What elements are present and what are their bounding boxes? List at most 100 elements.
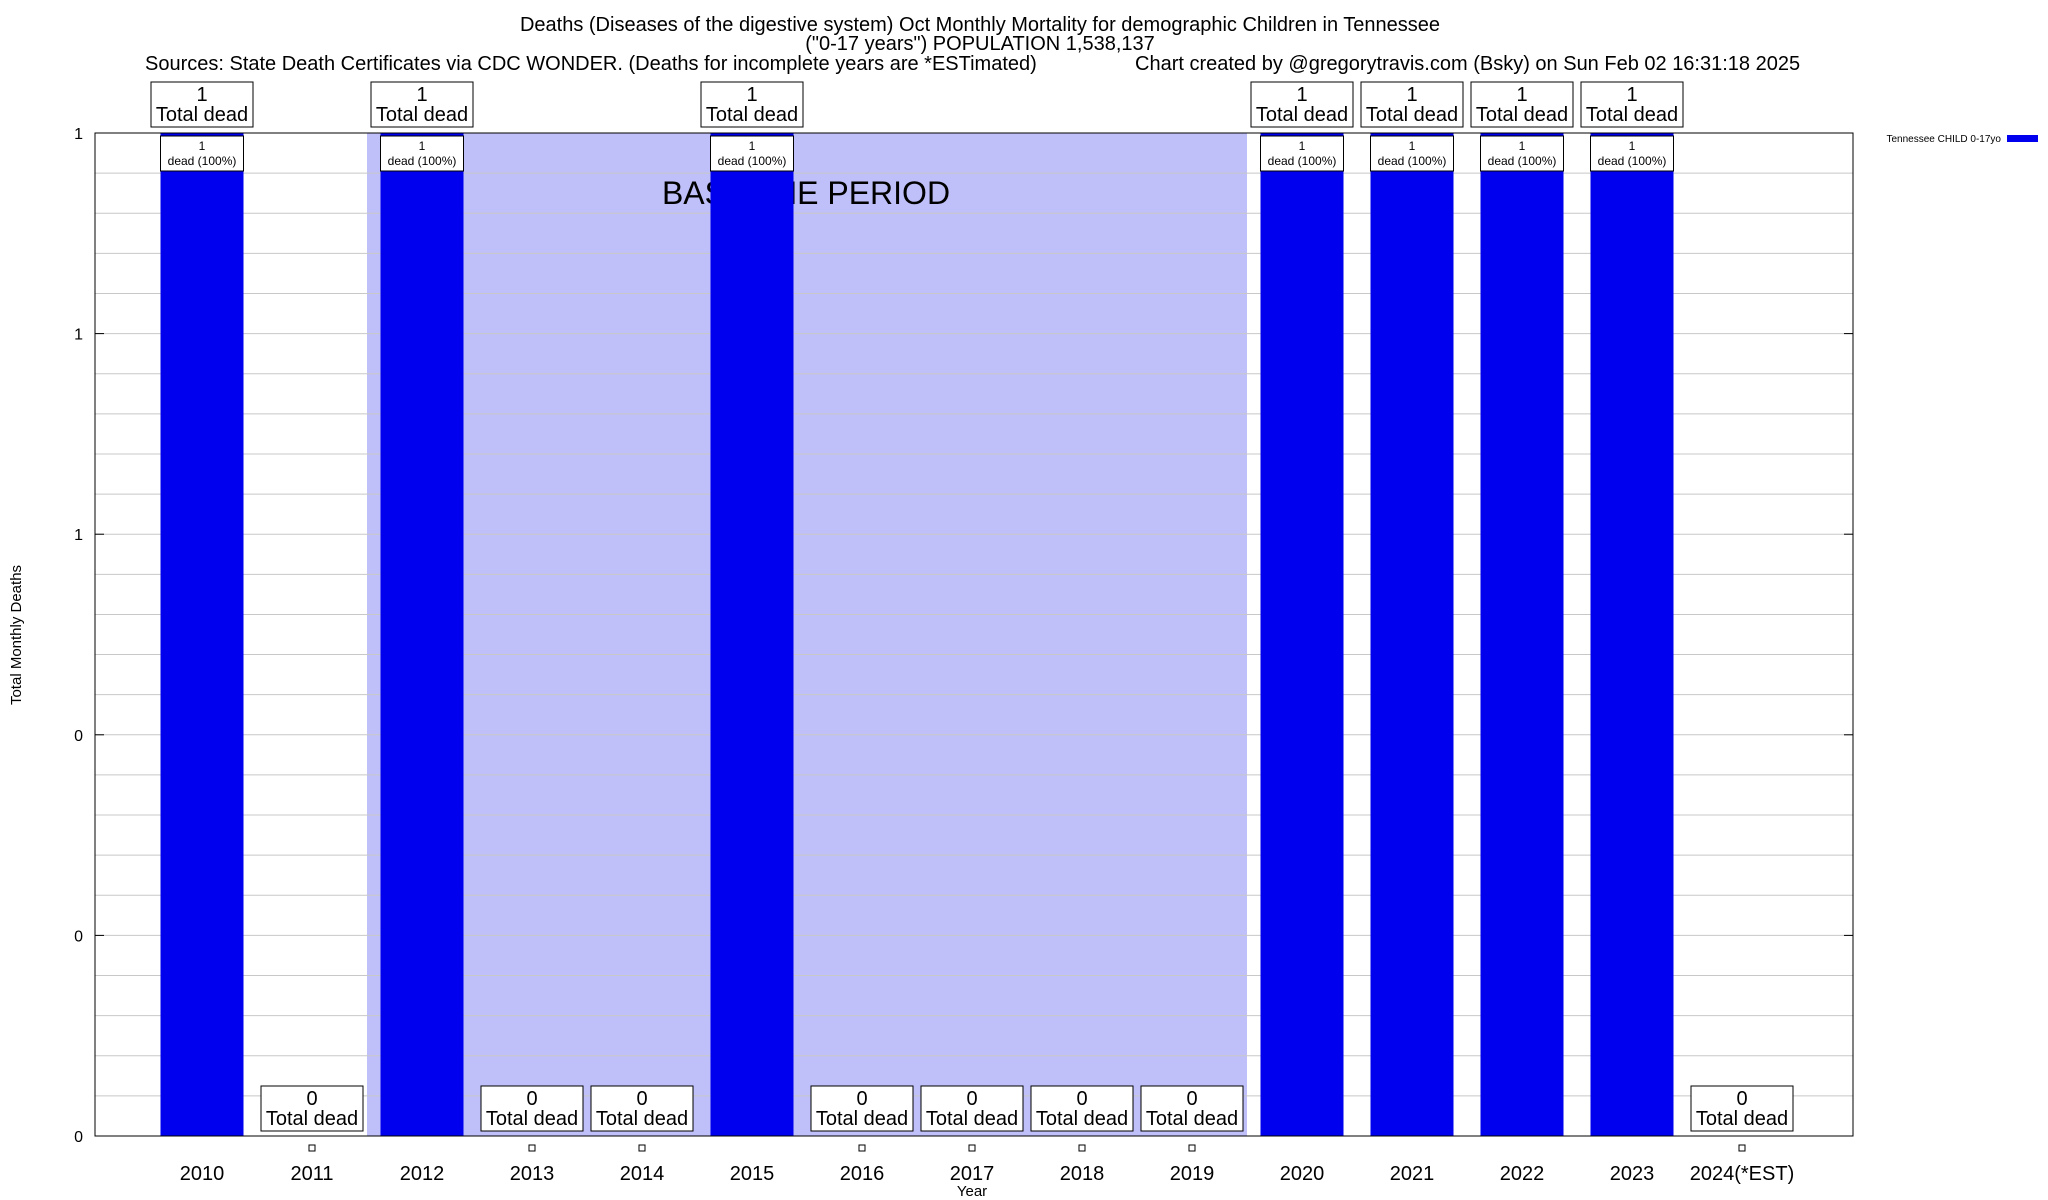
baseline-period-label: BASELINE PERIOD: [662, 175, 950, 211]
x-tick-label: 2013: [510, 1163, 555, 1185]
inner-percent-label: dead (100%): [1378, 154, 1447, 168]
zero-total-label: Total dead: [596, 1108, 688, 1130]
zero-label-box: [480, 1085, 584, 1132]
zero-label-box: [1690, 1085, 1794, 1132]
y-tick-label: 0: [74, 1129, 83, 1146]
top-total-label: Total dead: [1476, 104, 1568, 126]
x-tick-label: 2018: [1060, 1163, 1105, 1185]
inner-percent-label: dead (100%): [1598, 154, 1667, 168]
zero-marker: [968, 1144, 976, 1152]
y-tick-label: 0: [74, 728, 83, 745]
inner-percent-label: dead (100%): [718, 154, 787, 168]
top-label-box: [1470, 81, 1574, 128]
x-tick-label: 2021: [1390, 1163, 1435, 1185]
zero-value-label: 0: [306, 1088, 317, 1110]
inner-value-label: 1: [1299, 139, 1306, 153]
chart-credit: Chart created by @gregorytravis.com (Bsk…: [1135, 53, 1801, 75]
x-axis-label: Year: [957, 1183, 987, 1200]
zero-marker: [528, 1144, 536, 1152]
zero-value-label: 0: [966, 1088, 977, 1110]
top-total-label: Total dead: [376, 104, 468, 126]
zero-total-label: Total dead: [1036, 1108, 1128, 1130]
zero-marker: [858, 1144, 866, 1152]
top-value-label: 1: [416, 84, 427, 106]
y-tick-label: 1: [74, 126, 83, 143]
zero-total-label: Total dead: [1696, 1108, 1788, 1130]
x-tick-label: 2012: [400, 1163, 445, 1185]
x-tick-label: 2016: [840, 1163, 885, 1185]
inner-value-label: 1: [1519, 139, 1526, 153]
y-tick-label: 1: [74, 527, 83, 544]
y-tick-label: 1: [74, 327, 83, 344]
inner-label-box: [710, 135, 794, 172]
inner-label-box: [160, 135, 244, 172]
bar: [1260, 133, 1344, 1136]
zero-marker: [1078, 1144, 1086, 1152]
x-tick-label: 2023: [1610, 1163, 1655, 1185]
baseline-period-shade: [367, 133, 1247, 1136]
chart-subtitle: ("0-17 years") POPULATION 1,538,137: [805, 33, 1155, 55]
bar: [1590, 133, 1674, 1136]
zero-total-label: Total dead: [266, 1108, 358, 1130]
inner-label-box: [1590, 135, 1674, 172]
legend-label: Tennessee CHILD 0-17yo: [1886, 134, 2001, 145]
inner-value-label: 1: [1629, 139, 1636, 153]
top-label-box: [700, 81, 804, 128]
inner-label-box: [1480, 135, 1564, 172]
x-tick-label: 2017: [950, 1163, 995, 1185]
chart-title: Deaths (Diseases of the digestive system…: [519, 14, 1441, 36]
top-total-label: Total dead: [1256, 104, 1348, 126]
zero-total-label: Total dead: [816, 1108, 908, 1130]
top-label-box: [1580, 81, 1684, 128]
zero-marker: [638, 1144, 646, 1152]
top-total-label: Total dead: [1586, 104, 1678, 126]
x-tick-label: 2019: [1170, 1163, 1215, 1185]
x-tick-label: 2020: [1280, 1163, 1325, 1185]
zero-label-box: [920, 1085, 1024, 1132]
zero-marker: [1738, 1144, 1746, 1152]
zero-value-label: 0: [856, 1088, 867, 1110]
inner-label-box: [1370, 135, 1454, 172]
top-label-box: [1250, 81, 1354, 128]
y-axis-label: Total Monthly Deaths: [8, 565, 25, 705]
x-tick-label: 2024(*EST): [1690, 1163, 1795, 1185]
inner-label-box: [380, 135, 464, 172]
inner-value-label: 1: [1409, 139, 1416, 153]
inner-percent-label: dead (100%): [1488, 154, 1557, 168]
zero-value-label: 0: [526, 1088, 537, 1110]
inner-percent-label: dead (100%): [388, 154, 457, 168]
y-tick-label: 0: [74, 928, 83, 945]
top-total-label: Total dead: [156, 104, 248, 126]
zero-label-box: [590, 1085, 694, 1132]
legend-swatch: [2007, 135, 2038, 142]
x-tick-label: 2022: [1500, 1163, 1545, 1185]
zero-total-label: Total dead: [486, 1108, 578, 1130]
top-label-box: [1360, 81, 1464, 128]
zero-marker: [308, 1144, 316, 1152]
x-tick-label: 2010: [180, 1163, 225, 1185]
top-value-label: 1: [1406, 84, 1417, 106]
bar: [1370, 133, 1454, 1136]
x-tick-label: 2011: [290, 1163, 333, 1185]
zero-label-box: [810, 1085, 914, 1132]
x-tick-label: 2015: [730, 1163, 775, 1185]
x-tick-label: 2014: [620, 1163, 665, 1185]
zero-value-label: 0: [1186, 1088, 1197, 1110]
inner-percent-label: dead (100%): [1268, 154, 1337, 168]
inner-percent-label: dead (100%): [168, 154, 237, 168]
bar: [160, 133, 244, 1136]
zero-total-label: Total dead: [926, 1108, 1018, 1130]
top-label-box: [150, 81, 254, 128]
bar: [710, 133, 794, 1136]
inner-label-box: [1260, 135, 1344, 172]
top-total-label: Total dead: [706, 104, 798, 126]
top-label-box: [370, 81, 474, 128]
zero-value-label: 0: [1736, 1088, 1747, 1110]
plot-frame: [94, 132, 1854, 1137]
zero-value-label: 0: [636, 1088, 647, 1110]
top-value-label: 1: [746, 84, 757, 106]
bar: [1480, 133, 1564, 1136]
top-value-label: 1: [196, 84, 207, 106]
zero-label-box: [260, 1085, 364, 1132]
